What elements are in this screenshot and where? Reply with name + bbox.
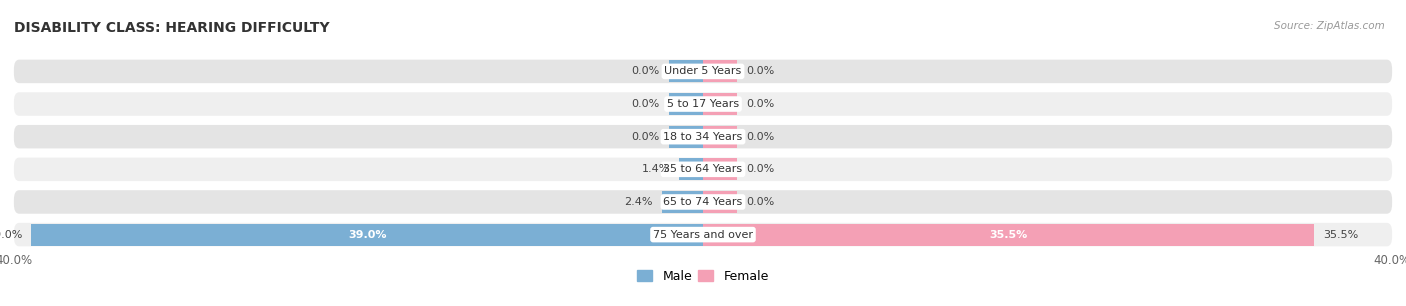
- Text: 1.4%: 1.4%: [643, 164, 671, 174]
- Text: 75 Years and over: 75 Years and over: [652, 230, 754, 240]
- FancyBboxPatch shape: [14, 125, 1392, 148]
- Bar: [703, 93, 738, 115]
- Text: 0.0%: 0.0%: [747, 66, 775, 76]
- FancyBboxPatch shape: [14, 60, 1392, 83]
- Bar: [669, 125, 703, 148]
- FancyBboxPatch shape: [14, 223, 1392, 246]
- Text: DISABILITY CLASS: HEARING DIFFICULTY: DISABILITY CLASS: HEARING DIFFICULTY: [14, 21, 329, 35]
- Text: 0.0%: 0.0%: [631, 66, 659, 76]
- Text: 35 to 64 Years: 35 to 64 Years: [664, 164, 742, 174]
- Text: 0.0%: 0.0%: [747, 99, 775, 109]
- Bar: [679, 158, 703, 181]
- Bar: [703, 158, 738, 181]
- Text: 0.0%: 0.0%: [747, 197, 775, 207]
- Text: 35.5%: 35.5%: [1323, 230, 1358, 240]
- Bar: [703, 60, 738, 83]
- Text: Source: ZipAtlas.com: Source: ZipAtlas.com: [1274, 21, 1385, 32]
- Legend: Male, Female: Male, Female: [633, 265, 773, 288]
- Text: 35.5%: 35.5%: [990, 230, 1028, 240]
- Text: 65 to 74 Years: 65 to 74 Years: [664, 197, 742, 207]
- Bar: [669, 93, 703, 115]
- Text: 18 to 34 Years: 18 to 34 Years: [664, 132, 742, 142]
- Text: 2.4%: 2.4%: [624, 197, 652, 207]
- Text: 0.0%: 0.0%: [747, 132, 775, 142]
- FancyBboxPatch shape: [14, 92, 1392, 116]
- Text: 39.0%: 39.0%: [347, 230, 387, 240]
- Bar: [703, 125, 738, 148]
- Bar: [703, 191, 738, 213]
- Text: 5 to 17 Years: 5 to 17 Years: [666, 99, 740, 109]
- Bar: [31, 223, 703, 246]
- Text: Under 5 Years: Under 5 Years: [665, 66, 741, 76]
- Text: 0.0%: 0.0%: [631, 99, 659, 109]
- FancyBboxPatch shape: [14, 190, 1392, 214]
- Bar: [662, 191, 703, 213]
- FancyBboxPatch shape: [14, 158, 1392, 181]
- Bar: [669, 60, 703, 83]
- Text: 39.0%: 39.0%: [0, 230, 22, 240]
- Bar: [703, 223, 1315, 246]
- Text: 0.0%: 0.0%: [631, 132, 659, 142]
- Text: 0.0%: 0.0%: [747, 164, 775, 174]
